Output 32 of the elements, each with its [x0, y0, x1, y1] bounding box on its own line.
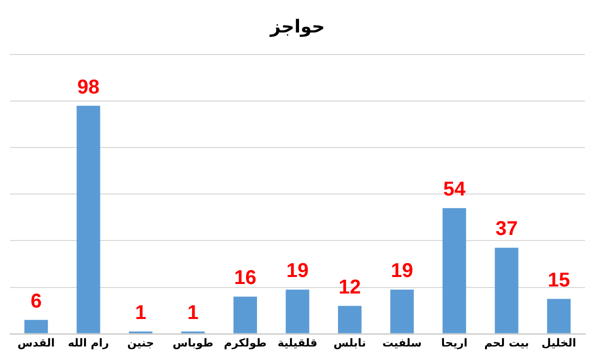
bar — [494, 248, 518, 334]
data-label: 19 — [390, 260, 414, 282]
data-label: 6 — [30, 290, 42, 312]
x-tick-label: اريحا — [441, 336, 468, 350]
x-tick-label: طولكرم — [224, 336, 267, 350]
bar — [233, 296, 257, 334]
bar — [442, 208, 466, 334]
bar — [390, 290, 414, 334]
x-tick-label: بيت لحم — [484, 336, 529, 350]
x-tick-label: رام الله — [68, 336, 109, 350]
data-label: 54 — [443, 178, 466, 201]
bar — [76, 106, 100, 334]
x-tick-label: جنين — [127, 336, 154, 350]
bar — [547, 298, 571, 334]
bar — [338, 306, 362, 334]
data-label: 15 — [548, 269, 570, 292]
data-label: 37 — [495, 218, 518, 240]
x-tick-label: سلفيت — [382, 336, 422, 350]
x-tick-label: القدس — [17, 336, 55, 350]
bar — [24, 320, 48, 334]
data-label: 1 — [135, 302, 146, 324]
x-tick-label: طوباس — [172, 336, 214, 350]
data-label: 16 — [234, 267, 256, 290]
bar — [286, 290, 310, 334]
data-label: 1 — [187, 302, 199, 324]
chart-title: حواجز — [269, 16, 325, 38]
x-tick-label: نابلس — [334, 336, 366, 350]
data-label: 12 — [338, 276, 361, 298]
x-tick-label: الخليل — [542, 336, 576, 350]
data-label: 19 — [286, 260, 309, 282]
x-tick-label: قلقيلية — [278, 336, 318, 350]
data-label: 98 — [77, 76, 100, 98]
